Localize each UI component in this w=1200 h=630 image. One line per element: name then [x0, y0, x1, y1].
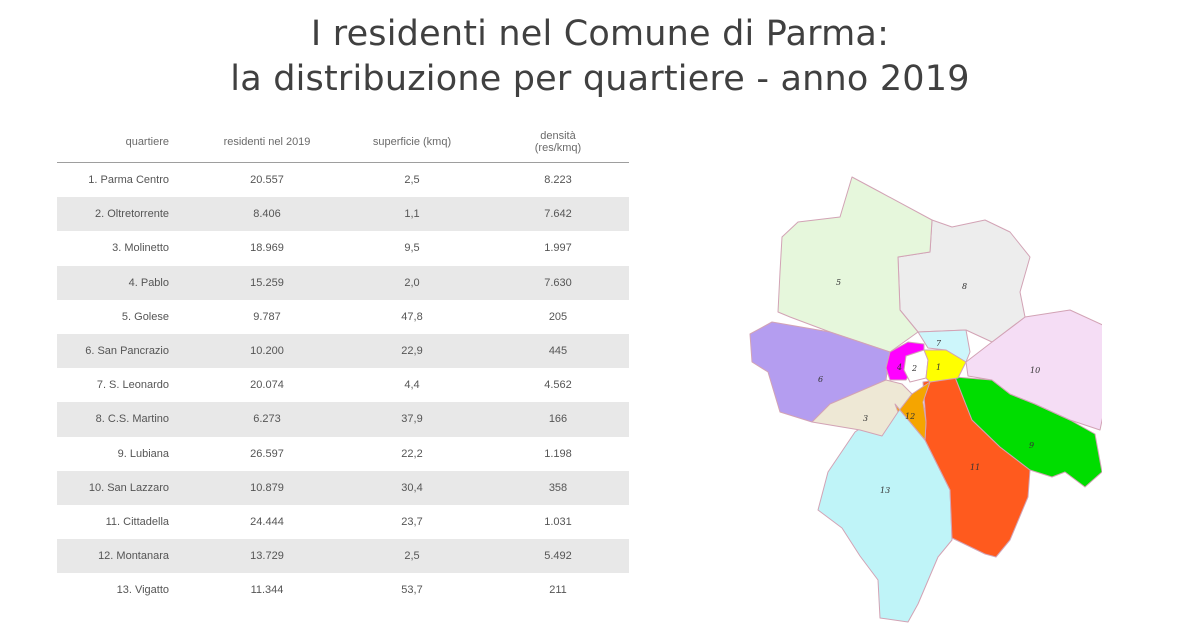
table-row: 7. S. Leonardo 20.074 4,4 4.562 — [57, 368, 629, 402]
cell-residenti: 9.787 — [253, 310, 281, 323]
cell-superficie: 47,8 — [401, 310, 423, 323]
cell-residenti: 20.557 — [250, 174, 284, 187]
cell-superficie: 4,4 — [404, 379, 420, 392]
table-row: 9. Lubiana 26.597 22,2 1.198 — [57, 437, 629, 471]
district-label-12: 12 — [905, 412, 915, 421]
cell-quartiere: 8. C.S. Martino — [57, 402, 197, 437]
cell-residenti: 8.406 — [197, 197, 337, 232]
table-row: 3. Molinetto 18.969 9,5 1.997 — [57, 231, 629, 265]
cell-quartiere: 1. Parma Centro — [88, 174, 169, 187]
cell-quartiere: 7. S. Leonardo — [96, 379, 169, 392]
cell-densita: 8.223 — [544, 174, 572, 187]
cell-superficie: 2,5 — [337, 539, 487, 574]
cell-densita: 445 — [487, 333, 629, 369]
header-densita-line2: (res/kmq) — [534, 142, 582, 154]
district-label-5: 5 — [836, 278, 841, 287]
cell-densita: 4.562 — [544, 379, 572, 392]
district-label-11: 11 — [970, 463, 980, 472]
cell-superficie: 23,7 — [401, 515, 423, 528]
cell-residenti: 10.879 — [197, 470, 337, 505]
residents-table: quartiere residenti nel 2019 superficie … — [57, 122, 629, 607]
cell-densita: 1.198 — [544, 447, 572, 460]
district-label-1: 1 — [936, 363, 941, 372]
cell-quartiere: 3. Molinetto — [112, 242, 169, 255]
header-quartiere: quartiere — [57, 122, 197, 163]
cell-densita: 7.642 — [487, 197, 629, 232]
table-row: 2. Oltretorrente 8.406 1,1 7.642 — [57, 197, 629, 232]
district-label-2: 2 — [911, 364, 917, 373]
district-label-3: 3 — [863, 414, 868, 423]
cell-superficie: 22,2 — [401, 447, 423, 460]
cell-quartiere: 12. Montanara — [57, 539, 197, 574]
cell-quartiere: 13. Vigatto — [116, 584, 169, 597]
cell-residenti: 11.344 — [250, 584, 284, 597]
cell-residenti: 20.074 — [250, 379, 284, 392]
header-superficie: superficie (kmq) — [337, 122, 487, 163]
cell-residenti: 24.444 — [250, 515, 284, 528]
table-row: 11. Cittadella 24.444 23,7 1.031 — [57, 505, 629, 539]
table-row: 8. C.S. Martino 6.273 37,9 166 — [57, 402, 629, 437]
table-row: 5. Golese 9.787 47,8 205 — [57, 300, 629, 334]
cell-quartiere: 9. Lubiana — [117, 447, 169, 460]
district-1 — [923, 349, 967, 383]
cell-superficie: 37,9 — [337, 402, 487, 437]
district-label-4: 4 — [896, 363, 902, 372]
cell-residenti: 6.273 — [197, 402, 337, 437]
district-label-7: 7 — [936, 339, 942, 348]
district-12 — [894, 381, 931, 441]
district-5 — [777, 176, 933, 353]
cell-densita: 211 — [549, 584, 567, 597]
table-row: 6. San Pancrazio 10.200 22,9 445 — [57, 333, 629, 369]
cell-densita: 5.492 — [487, 539, 629, 574]
table-row: 13. Vigatto 11.344 53,7 211 — [57, 573, 629, 607]
cell-superficie: 30,4 — [337, 470, 487, 505]
cell-densita: 358 — [487, 470, 629, 505]
district-label-9: 9 — [1029, 441, 1034, 450]
header-densita-line1: densità — [540, 130, 576, 142]
cell-densita: 7.630 — [487, 265, 629, 300]
cell-quartiere: 10. San Lazzaro — [57, 470, 197, 505]
district-map: 8 5 6 7 4 2 1 10 3 12 9 11 13 — [749, 176, 1102, 623]
cell-superficie: 22,9 — [337, 333, 487, 369]
title-line-1: I residenti nel Comune di Parma: — [310, 14, 890, 54]
cell-superficie: 9,5 — [404, 242, 420, 255]
cell-quartiere: 4. Pablo — [57, 265, 197, 300]
cell-superficie: 2,5 — [404, 174, 420, 187]
header-residenti: residenti nel 2019 — [197, 122, 337, 163]
cell-superficie: 1,1 — [337, 197, 487, 232]
district-label-10: 10 — [1030, 366, 1040, 375]
cell-quartiere: 6. San Pancrazio — [57, 333, 197, 369]
cell-superficie: 53,7 — [401, 584, 423, 597]
table-row: 4. Pablo 15.259 2,0 7.630 — [57, 265, 629, 300]
cell-quartiere: 2. Oltretorrente — [57, 197, 197, 232]
cell-quartiere: 5. Golese — [121, 310, 169, 323]
page-title: I residenti nel Comune di Parma: la dist… — [0, 12, 1200, 102]
cell-residenti: 13.729 — [197, 539, 337, 574]
cell-residenti: 10.200 — [197, 333, 337, 369]
district-label-13: 13 — [880, 486, 890, 495]
table-row: 12. Montanara 13.729 2,5 5.492 — [57, 539, 629, 574]
cell-residenti: 15.259 — [197, 265, 337, 300]
cell-densita: 205 — [548, 310, 568, 323]
cell-residenti: 18.969 — [250, 242, 284, 255]
table-header-row: quartiere residenti nel 2019 superficie … — [57, 122, 629, 163]
header-densita: densità (res/kmq) — [487, 122, 629, 163]
cell-superficie: 2,0 — [337, 265, 487, 300]
title-line-2: la distribuzione per quartiere - anno 20… — [230, 59, 970, 99]
cell-quartiere: 11. Cittadella — [105, 515, 169, 528]
cell-densita: 1.031 — [544, 515, 572, 528]
district-label-6: 6 — [818, 375, 823, 384]
district-label-8: 8 — [962, 282, 967, 291]
cell-residenti: 26.597 — [250, 447, 284, 460]
table-row: 1. Parma Centro 20.557 2,5 8.223 — [57, 163, 629, 198]
cell-densita: 166 — [487, 402, 629, 437]
cell-densita: 1.997 — [544, 242, 572, 255]
table-row: 10. San Lazzaro 10.879 30,4 358 — [57, 470, 629, 505]
